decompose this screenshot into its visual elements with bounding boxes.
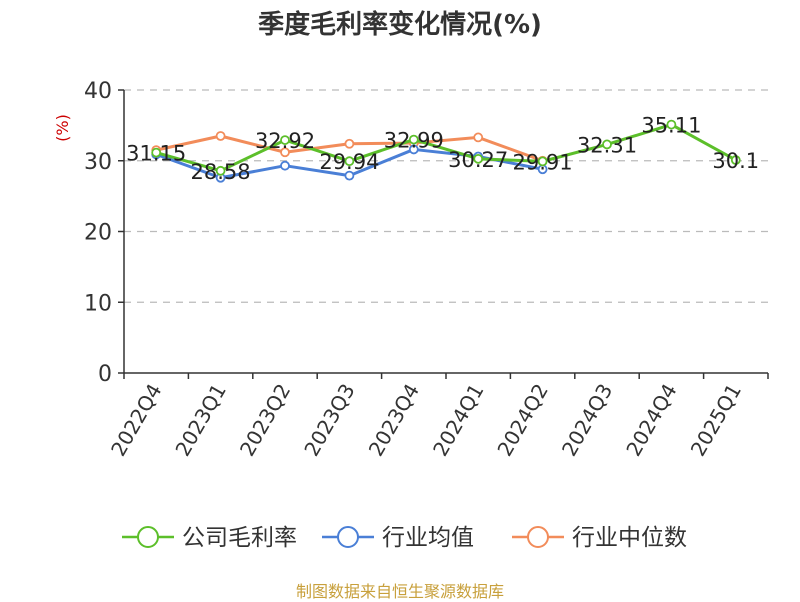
- x-tick-label: 2025Q1: [686, 380, 746, 461]
- y-tick-label: 40: [84, 79, 112, 104]
- x-tick-label: 2024Q4: [621, 380, 681, 461]
- legend-label[interactable]: 行业中位数: [572, 525, 687, 551]
- legend-marker: [137, 526, 159, 548]
- data-point[interactable]: [408, 134, 419, 145]
- data-point[interactable]: [666, 119, 677, 130]
- chart-title: 季度毛利率变化情况(%): [258, 10, 542, 40]
- data-point[interactable]: [473, 153, 484, 164]
- series-line-1: [155, 123, 737, 173]
- x-tick-label: 2024Q2: [492, 380, 552, 461]
- y-tick-label: 20: [84, 221, 112, 246]
- data-label: 31.15: [126, 142, 186, 166]
- data-label: 30.27: [448, 148, 508, 172]
- data-label: 32.92: [255, 129, 315, 153]
- y-tick-label: 0: [98, 362, 112, 387]
- data-point[interactable]: [151, 147, 162, 158]
- y-tick-label: 30: [84, 150, 112, 175]
- data-point[interactable]: [473, 132, 484, 143]
- data-point[interactable]: [280, 135, 290, 145]
- x-tick-label: 2024Q1: [428, 380, 488, 461]
- data-source-note: 制图数据来自恒生聚源数据库: [295, 582, 504, 601]
- x-tick-label: 2024Q3: [557, 380, 617, 461]
- x-tick-label: 2023Q3: [299, 380, 359, 461]
- x-tick-label: 2023Q2: [235, 380, 295, 461]
- x-tick-label: 2023Q1: [170, 380, 230, 461]
- data-point[interactable]: [215, 131, 226, 141]
- data-point[interactable]: [537, 156, 548, 167]
- data-label: 29.91: [513, 150, 573, 174]
- data-point[interactable]: [730, 155, 741, 165]
- data-label: 35.11: [641, 114, 701, 138]
- legend-label[interactable]: 行业均值: [382, 525, 474, 551]
- data-point[interactable]: [344, 138, 355, 149]
- data-point[interactable]: [280, 160, 290, 171]
- data-point[interactable]: [408, 144, 419, 155]
- y-tick-label: 10: [84, 291, 112, 316]
- data-label: 32.99: [384, 129, 444, 153]
- data-point[interactable]: [344, 156, 355, 167]
- data-point[interactable]: [280, 147, 290, 158]
- x-tick-label: 2023Q4: [364, 380, 424, 461]
- legend-marker: [337, 526, 359, 548]
- data-point[interactable]: [215, 165, 226, 176]
- legend-label[interactable]: 公司毛利率: [182, 525, 297, 551]
- legend-marker: [527, 526, 549, 548]
- x-tick-label: 2022Q4: [106, 380, 166, 461]
- y-axis-unit: (%): [53, 114, 72, 142]
- data-label: 28.58: [191, 160, 251, 184]
- data-label: 32.31: [577, 133, 637, 157]
- data-point[interactable]: [602, 139, 612, 150]
- data-point[interactable]: [344, 170, 355, 181]
- data-label: 30.1: [712, 149, 759, 173]
- data-label: 29.94: [319, 150, 379, 174]
